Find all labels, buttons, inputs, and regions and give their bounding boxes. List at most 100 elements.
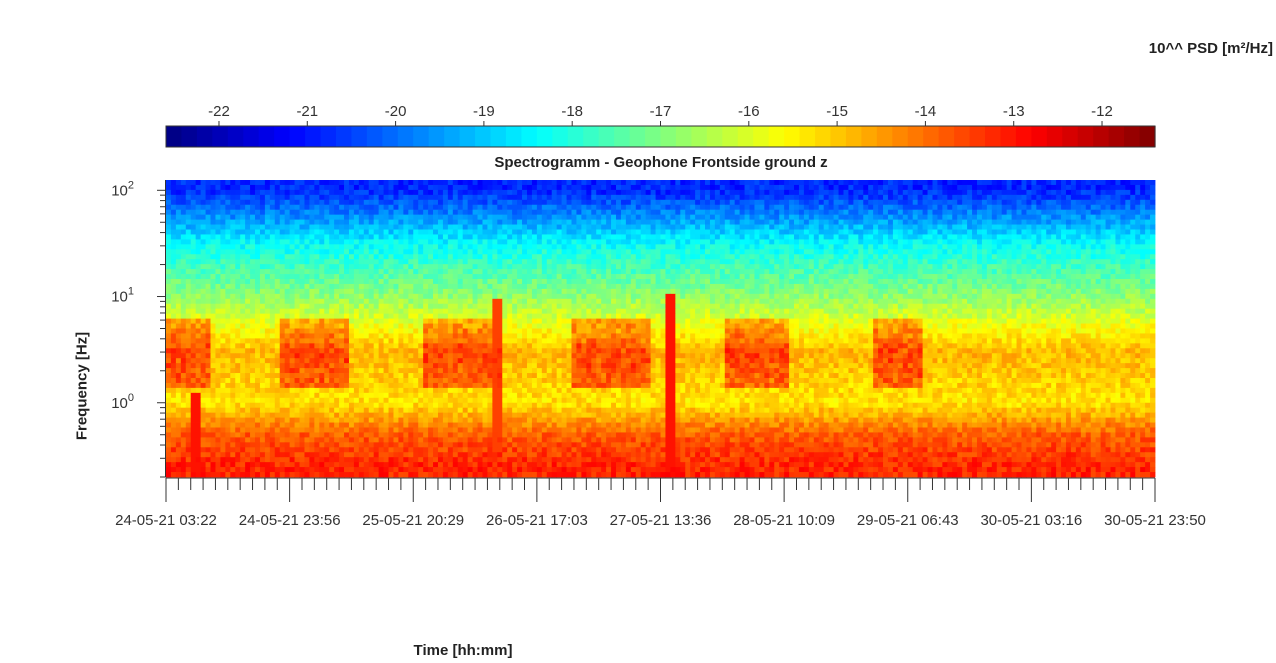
heatmap-cell [967, 264, 973, 270]
heatmap-cell [734, 189, 741, 196]
heatmap-cell [230, 234, 236, 240]
heatmap-cell [1075, 259, 1082, 265]
heatmap-cell [492, 189, 498, 196]
heatmap-cell [601, 293, 607, 300]
heatmap-cell [507, 288, 513, 295]
heatmap-cell [625, 180, 632, 186]
heatmap-cell [754, 219, 760, 225]
heatmap-cell [581, 219, 587, 225]
heatmap-cell [596, 224, 602, 230]
heatmap-cell [843, 244, 849, 250]
heatmap-cell [304, 234, 310, 240]
heatmap-cell [927, 189, 933, 196]
heatmap-cell [1100, 264, 1106, 270]
heatmap-cell [1095, 254, 1102, 260]
heatmap-cell [383, 209, 389, 216]
heatmap-cell [883, 269, 889, 275]
heatmap-cell [472, 214, 478, 220]
heatmap-cell [269, 249, 276, 255]
heatmap-cell [640, 239, 647, 245]
heatmap-cell [556, 274, 562, 280]
heatmap-cell [442, 269, 449, 275]
heatmap-cell [368, 264, 375, 270]
heatmap-cell [368, 288, 375, 295]
heatmap-cell [932, 279, 938, 285]
heatmap-cell [729, 214, 736, 220]
heatmap-cell [279, 204, 286, 211]
heatmap-cell [1065, 224, 1072, 230]
heatmap-cell [522, 239, 528, 245]
heatmap-cell [1135, 224, 1141, 230]
heatmap-cell [566, 274, 572, 280]
heatmap-cell [363, 298, 370, 305]
heatmap-cell [299, 214, 305, 220]
heatmap-cell [675, 209, 681, 216]
heatmap-cell [383, 249, 389, 255]
heatmap-cell [734, 204, 741, 211]
heatmap-cell [863, 214, 869, 220]
heatmap-cell [541, 249, 548, 255]
heatmap-cell [1001, 288, 1008, 295]
heatmap-cell [512, 293, 518, 300]
heatmap-cell [907, 274, 914, 280]
heatmap-cell [630, 229, 637, 235]
heatmap-cell [388, 254, 394, 260]
heatmap-cell [1016, 259, 1022, 265]
heatmap-cell [685, 234, 691, 240]
heatmap-cell [482, 249, 488, 255]
heatmap-cell [180, 279, 187, 285]
heatmap-cell [972, 259, 978, 265]
heatmap-cell [912, 264, 919, 270]
heatmap-cell [1011, 209, 1017, 216]
heatmap-cell [274, 298, 281, 305]
heatmap-cell [878, 269, 884, 275]
heatmap-cell [319, 214, 325, 220]
heatmap-cell [625, 259, 632, 265]
heatmap-cell [724, 209, 731, 216]
heatmap-cell [789, 269, 795, 275]
heatmap-cell [210, 204, 216, 211]
heatmap-cell [972, 269, 978, 275]
heatmap-cell [1080, 229, 1087, 235]
heatmap-cell [660, 259, 666, 265]
heatmap-cell [1046, 189, 1052, 196]
heatmap-cell [452, 214, 459, 220]
heatmap-cell [1110, 244, 1116, 250]
heatmap-cell [952, 274, 958, 280]
heatmap-cell [863, 189, 869, 196]
heatmap-cell [581, 204, 587, 211]
heatmap-cell [522, 298, 528, 305]
heatmap-cell [526, 239, 533, 245]
heatmap-cell [250, 279, 256, 285]
heatmap-cell [492, 239, 498, 245]
heatmap-cell [294, 274, 300, 280]
heatmap-cell [344, 283, 350, 290]
heatmap-cell [640, 189, 647, 196]
heatmap-cell [462, 219, 469, 225]
heatmap-cell [497, 288, 503, 295]
heatmap-cell [1145, 249, 1151, 255]
heatmap-cell [986, 234, 993, 240]
heatmap-cell [274, 209, 281, 216]
heatmap-cell [462, 298, 469, 305]
heatmap-cell [878, 224, 884, 230]
heatmap-cell [828, 254, 834, 260]
heatmap-cell [373, 269, 380, 275]
heatmap-cell [838, 204, 844, 211]
heatmap-cell [383, 259, 389, 265]
heatmap-cell [259, 234, 266, 240]
heatmap-cell [714, 244, 721, 250]
heatmap-cell [774, 293, 780, 300]
heatmap-cell [1021, 249, 1027, 255]
heatmap-cell [586, 239, 592, 245]
heatmap-cell [981, 199, 988, 206]
heatmap-cell [902, 264, 909, 270]
heatmap-cell [175, 189, 182, 196]
heatmap-cell [512, 279, 518, 285]
heatmap-cell [1085, 293, 1092, 300]
heatmap-cell [749, 239, 755, 245]
heatmap-cell [304, 214, 310, 220]
heatmap-cell [695, 259, 701, 265]
heatmap-cell [536, 184, 543, 191]
heatmap-cell [833, 214, 839, 220]
